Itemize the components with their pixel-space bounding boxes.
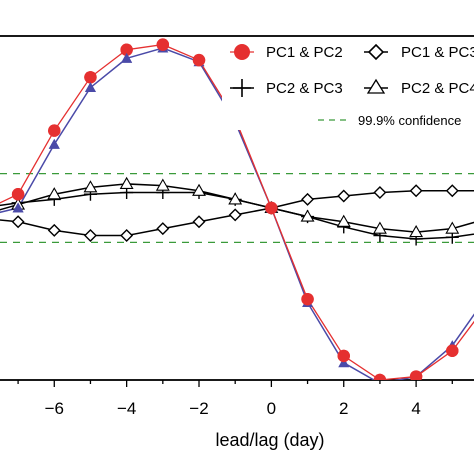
x-tick-label: 0 [267,399,276,418]
series-point-3 [300,209,315,222]
series-point-0-top [446,344,459,357]
x-tick-label: −6 [45,399,64,418]
plot-frame [0,35,474,381]
x-tick-label: 2 [339,399,348,418]
series-point-0-top [337,349,350,363]
legend-marker-pc2-pc4 [366,78,386,94]
series-point-3 [445,221,460,234]
x-tick-label: −4 [117,399,136,418]
x-tick-label: 4 [411,399,420,418]
series-point-3 [409,224,424,238]
series-point-1 [409,184,423,198]
series-point-0-top [156,38,170,51]
series-point-0-top [48,124,61,137]
legend: PC1 & PC2 PC1 & PC3 PC2 & PC3 PC2 & PC4 … [222,38,474,130]
series-point-1 [192,215,206,229]
series-point-1 [120,229,134,243]
series-point-4-top [121,52,133,63]
series-point-3 [83,180,98,193]
series-point-0-top [84,71,97,84]
series-point-3 [372,221,387,234]
series-point-0-top [265,201,278,215]
series-point-1 [156,222,170,236]
series-point-0-top [409,370,423,380]
series-point-4 [338,357,350,368]
series-point-3 [336,214,351,227]
series-point-3 [155,178,170,191]
series-point-3 [228,192,243,205]
series-point-0-top [120,43,133,56]
series-point-1 [228,208,242,222]
legend-label-confidence: 99.9% confidence [358,113,461,128]
legend-label-pc1-pc3: PC1 & PC3 [401,44,474,61]
series-point-1 [373,186,387,200]
series-point-0-top [301,292,314,306]
series-point-4-top [48,138,60,149]
series-point-1 [337,189,351,203]
series-point-1 [83,229,97,243]
x-tick-label: −2 [189,399,208,418]
legend-label-pc2-pc4: PC2 & PC4 [401,80,474,97]
x-ticks: −6 −4 −2 0 2 4 [17,380,453,418]
series-point-0-top [192,53,206,67]
legend-background [222,38,474,130]
series-point-1 [47,223,61,237]
series-point-1 [11,215,25,229]
series-point-3 [47,187,62,200]
legend-marker-pc2-pc3 [233,79,251,97]
series-point-3 [192,183,206,196]
legend-marker-pc1-pc2 [234,44,250,60]
legend-marker-pc1-pc3 [367,43,385,61]
series-point-3 [119,176,134,189]
series-point-0-top [11,188,25,201]
legend-label-pc1-pc2: PC1 & PC2 [266,44,343,61]
series-point-4-top [12,202,24,213]
x-axis-title: lead/lag (day) [215,430,324,450]
series-point-4-top [84,82,96,92]
series-point-1 [301,192,315,206]
confidence-lines [0,172,474,244]
series-point-0-top [373,373,387,380]
legend-label-pc2-pc3: PC2 & PC3 [266,80,343,97]
series-point-1 [445,184,459,198]
series-markers [11,38,460,380]
